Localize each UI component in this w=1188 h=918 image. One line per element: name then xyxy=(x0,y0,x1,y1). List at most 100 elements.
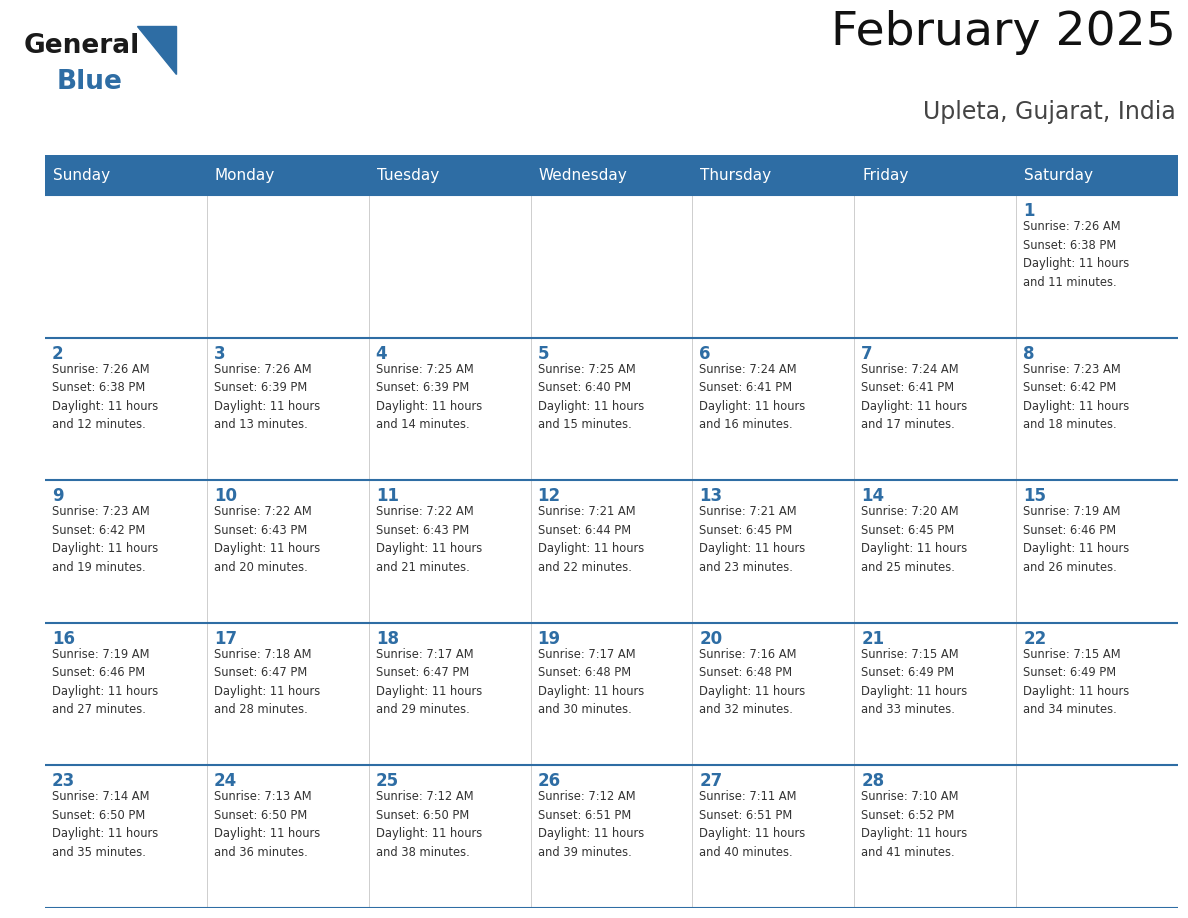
Bar xyxy=(854,480,1016,622)
Text: 27: 27 xyxy=(700,772,722,790)
Bar xyxy=(207,195,368,338)
Text: Sunrise: 7:22 AM
Sunset: 6:43 PM
Daylight: 11 hours
and 20 minutes.: Sunrise: 7:22 AM Sunset: 6:43 PM Dayligh… xyxy=(214,505,320,574)
Text: Sunrise: 7:19 AM
Sunset: 6:46 PM
Daylight: 11 hours
and 26 minutes.: Sunrise: 7:19 AM Sunset: 6:46 PM Dayligh… xyxy=(1023,505,1130,574)
Text: 4: 4 xyxy=(375,344,387,363)
Text: Sunrise: 7:26 AM
Sunset: 6:38 PM
Daylight: 11 hours
and 12 minutes.: Sunrise: 7:26 AM Sunset: 6:38 PM Dayligh… xyxy=(52,363,158,431)
Bar xyxy=(368,766,531,908)
Text: 16: 16 xyxy=(52,630,75,648)
Text: 11: 11 xyxy=(375,487,399,505)
Bar xyxy=(531,155,693,195)
Polygon shape xyxy=(137,26,176,74)
Text: 9: 9 xyxy=(52,487,64,505)
Text: 28: 28 xyxy=(861,772,884,790)
Text: Sunrise: 7:17 AM
Sunset: 6:48 PM
Daylight: 11 hours
and 30 minutes.: Sunrise: 7:17 AM Sunset: 6:48 PM Dayligh… xyxy=(538,648,644,716)
Text: Sunrise: 7:14 AM
Sunset: 6:50 PM
Daylight: 11 hours
and 35 minutes.: Sunrise: 7:14 AM Sunset: 6:50 PM Dayligh… xyxy=(52,790,158,859)
Text: 6: 6 xyxy=(700,344,710,363)
Text: 18: 18 xyxy=(375,630,399,648)
Bar xyxy=(1016,155,1178,195)
Bar xyxy=(531,338,693,480)
Text: 7: 7 xyxy=(861,344,873,363)
Text: 17: 17 xyxy=(214,630,236,648)
Bar xyxy=(693,480,854,622)
Bar xyxy=(1016,338,1178,480)
Text: Friday: Friday xyxy=(862,167,909,183)
Text: 23: 23 xyxy=(52,772,75,790)
Bar xyxy=(368,338,531,480)
Text: Upleta, Gujarat, India: Upleta, Gujarat, India xyxy=(923,100,1176,124)
Bar xyxy=(693,766,854,908)
Text: Sunrise: 7:25 AM
Sunset: 6:40 PM
Daylight: 11 hours
and 15 minutes.: Sunrise: 7:25 AM Sunset: 6:40 PM Dayligh… xyxy=(538,363,644,431)
Text: 10: 10 xyxy=(214,487,236,505)
Bar xyxy=(45,766,207,908)
Bar xyxy=(1016,480,1178,622)
Text: 19: 19 xyxy=(538,630,561,648)
Bar xyxy=(45,622,207,766)
Text: February 2025: February 2025 xyxy=(832,10,1176,55)
Text: 24: 24 xyxy=(214,772,238,790)
Text: Saturday: Saturday xyxy=(1024,167,1093,183)
Text: 2: 2 xyxy=(52,344,64,363)
Bar xyxy=(45,195,207,338)
Bar xyxy=(368,480,531,622)
Text: Sunrise: 7:16 AM
Sunset: 6:48 PM
Daylight: 11 hours
and 32 minutes.: Sunrise: 7:16 AM Sunset: 6:48 PM Dayligh… xyxy=(700,648,805,716)
Text: Sunrise: 7:21 AM
Sunset: 6:44 PM
Daylight: 11 hours
and 22 minutes.: Sunrise: 7:21 AM Sunset: 6:44 PM Dayligh… xyxy=(538,505,644,574)
Bar xyxy=(207,155,368,195)
Text: Sunrise: 7:24 AM
Sunset: 6:41 PM
Daylight: 11 hours
and 16 minutes.: Sunrise: 7:24 AM Sunset: 6:41 PM Dayligh… xyxy=(700,363,805,431)
Bar xyxy=(531,195,693,338)
Text: Wednesday: Wednesday xyxy=(538,167,627,183)
Text: Sunrise: 7:10 AM
Sunset: 6:52 PM
Daylight: 11 hours
and 41 minutes.: Sunrise: 7:10 AM Sunset: 6:52 PM Dayligh… xyxy=(861,790,967,859)
Bar xyxy=(45,480,207,622)
Text: Sunrise: 7:15 AM
Sunset: 6:49 PM
Daylight: 11 hours
and 34 minutes.: Sunrise: 7:15 AM Sunset: 6:49 PM Dayligh… xyxy=(1023,648,1130,716)
Text: Sunrise: 7:17 AM
Sunset: 6:47 PM
Daylight: 11 hours
and 29 minutes.: Sunrise: 7:17 AM Sunset: 6:47 PM Dayligh… xyxy=(375,648,482,716)
Bar xyxy=(531,480,693,622)
Bar xyxy=(368,622,531,766)
Text: Sunrise: 7:23 AM
Sunset: 6:42 PM
Daylight: 11 hours
and 19 minutes.: Sunrise: 7:23 AM Sunset: 6:42 PM Dayligh… xyxy=(52,505,158,574)
Text: General: General xyxy=(24,33,140,60)
Text: 14: 14 xyxy=(861,487,884,505)
Bar xyxy=(693,622,854,766)
Text: Sunrise: 7:24 AM
Sunset: 6:41 PM
Daylight: 11 hours
and 17 minutes.: Sunrise: 7:24 AM Sunset: 6:41 PM Dayligh… xyxy=(861,363,967,431)
Text: Sunday: Sunday xyxy=(53,167,110,183)
Text: Blue: Blue xyxy=(57,69,122,95)
Text: 21: 21 xyxy=(861,630,884,648)
Bar xyxy=(368,195,531,338)
Text: Sunrise: 7:12 AM
Sunset: 6:51 PM
Daylight: 11 hours
and 39 minutes.: Sunrise: 7:12 AM Sunset: 6:51 PM Dayligh… xyxy=(538,790,644,859)
Bar xyxy=(531,622,693,766)
Text: Sunrise: 7:19 AM
Sunset: 6:46 PM
Daylight: 11 hours
and 27 minutes.: Sunrise: 7:19 AM Sunset: 6:46 PM Dayligh… xyxy=(52,648,158,716)
Bar xyxy=(693,155,854,195)
Bar xyxy=(207,766,368,908)
Text: 13: 13 xyxy=(700,487,722,505)
Text: Sunrise: 7:20 AM
Sunset: 6:45 PM
Daylight: 11 hours
and 25 minutes.: Sunrise: 7:20 AM Sunset: 6:45 PM Dayligh… xyxy=(861,505,967,574)
Text: Sunrise: 7:26 AM
Sunset: 6:38 PM
Daylight: 11 hours
and 11 minutes.: Sunrise: 7:26 AM Sunset: 6:38 PM Dayligh… xyxy=(1023,220,1130,288)
Bar xyxy=(207,338,368,480)
Text: 8: 8 xyxy=(1023,344,1035,363)
Bar xyxy=(693,338,854,480)
Text: 1: 1 xyxy=(1023,202,1035,220)
Bar xyxy=(854,622,1016,766)
Text: 26: 26 xyxy=(538,772,561,790)
Bar xyxy=(531,766,693,908)
Text: Sunrise: 7:21 AM
Sunset: 6:45 PM
Daylight: 11 hours
and 23 minutes.: Sunrise: 7:21 AM Sunset: 6:45 PM Dayligh… xyxy=(700,505,805,574)
Text: 3: 3 xyxy=(214,344,226,363)
Bar xyxy=(854,155,1016,195)
Text: 5: 5 xyxy=(538,344,549,363)
Text: 20: 20 xyxy=(700,630,722,648)
Text: 15: 15 xyxy=(1023,487,1047,505)
Text: 25: 25 xyxy=(375,772,399,790)
Bar xyxy=(207,622,368,766)
Text: Sunrise: 7:22 AM
Sunset: 6:43 PM
Daylight: 11 hours
and 21 minutes.: Sunrise: 7:22 AM Sunset: 6:43 PM Dayligh… xyxy=(375,505,482,574)
Bar xyxy=(207,480,368,622)
Bar xyxy=(854,195,1016,338)
Text: 22: 22 xyxy=(1023,630,1047,648)
Bar xyxy=(693,195,854,338)
Text: Sunrise: 7:26 AM
Sunset: 6:39 PM
Daylight: 11 hours
and 13 minutes.: Sunrise: 7:26 AM Sunset: 6:39 PM Dayligh… xyxy=(214,363,320,431)
Text: Tuesday: Tuesday xyxy=(377,167,438,183)
Bar xyxy=(854,338,1016,480)
Text: Sunrise: 7:18 AM
Sunset: 6:47 PM
Daylight: 11 hours
and 28 minutes.: Sunrise: 7:18 AM Sunset: 6:47 PM Dayligh… xyxy=(214,648,320,716)
Text: Sunrise: 7:15 AM
Sunset: 6:49 PM
Daylight: 11 hours
and 33 minutes.: Sunrise: 7:15 AM Sunset: 6:49 PM Dayligh… xyxy=(861,648,967,716)
Bar xyxy=(1016,195,1178,338)
Bar xyxy=(1016,766,1178,908)
Bar xyxy=(45,155,207,195)
Bar xyxy=(368,155,531,195)
Bar xyxy=(1016,622,1178,766)
